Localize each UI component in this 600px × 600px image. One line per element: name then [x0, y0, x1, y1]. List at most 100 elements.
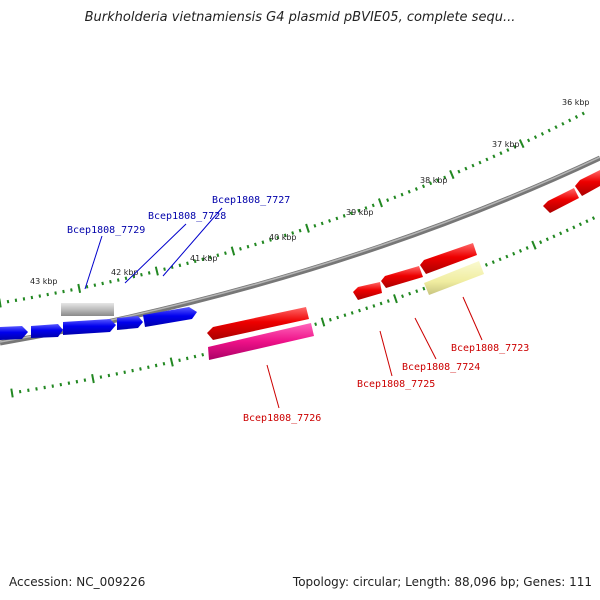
scale-tick	[70, 288, 73, 292]
gene-arrow[interactable]	[143, 307, 197, 327]
scale-tick	[291, 231, 295, 235]
gene-label-bcep1808-7727[interactable]: Bcep1808_7727	[212, 195, 290, 206]
scale-tick	[46, 292, 49, 297]
scale-tick	[147, 365, 150, 370]
scale-tick	[565, 228, 569, 233]
gene-arrow[interactable]	[575, 170, 600, 196]
gene-arrow[interactable]	[207, 307, 309, 340]
scale-tick	[328, 219, 332, 223]
gene-label-bcep1808-7728[interactable]: Bcep1808_7728	[148, 211, 226, 222]
scale-tick	[320, 317, 326, 327]
scale-tick	[386, 198, 390, 202]
scale-tick	[518, 249, 523, 253]
gene-arrow[interactable]	[353, 282, 382, 300]
sequence-summary-text: Topology: circular; Length: 88,096 bp; G…	[292, 575, 592, 589]
scale-tick	[193, 354, 197, 359]
scale-tick	[314, 322, 318, 326]
scale-tick	[185, 356, 189, 361]
scale-label-41kbp: 41 kbp	[190, 254, 218, 263]
scale-tick	[27, 388, 30, 393]
label-leader-lines	[84, 207, 483, 409]
scale-tick	[545, 237, 549, 242]
scale-tick	[216, 253, 220, 258]
scale-tick	[140, 272, 143, 277]
gene-arrow[interactable]	[0, 326, 28, 340]
scale-tick	[591, 216, 596, 221]
gene-label-bcep1808-7723[interactable]: Bcep1808_7723	[451, 343, 529, 354]
gene-arrow[interactable]	[63, 319, 116, 335]
scale-tick	[574, 115, 579, 119]
map-title: Burkholderia vietnamiensis G4 plasmid pB…	[84, 10, 516, 25]
forward-strand-features	[0, 303, 197, 340]
gene-label-bcep1808-7729[interactable]: Bcep1808_7729	[67, 225, 145, 236]
leader-line-7726	[266, 364, 280, 409]
scale-tick	[22, 297, 26, 301]
scale-tick	[224, 251, 227, 255]
scale-tick	[201, 352, 205, 357]
scale-tick	[230, 246, 236, 256]
scale-tick	[83, 378, 87, 382]
scale-tick	[131, 368, 134, 373]
gene-label-bcep1808-7725[interactable]: Bcep1808_7725	[357, 379, 435, 390]
scale-tick	[163, 267, 166, 271]
scale-tick	[449, 170, 455, 180]
scale-tick	[169, 357, 174, 367]
misc-feature-bar[interactable]	[208, 323, 314, 360]
leader-line-7723	[462, 296, 483, 341]
scale-tick	[457, 169, 461, 174]
scale-tick	[429, 181, 433, 186]
scale-tick	[59, 382, 63, 387]
scale-tick	[14, 298, 18, 303]
scale-label-42kbp: 42 kbp	[111, 268, 139, 277]
scale-label-38kbp: 38 kbp	[420, 176, 448, 185]
scale-tick	[101, 281, 104, 286]
gene-label-bcep1808-7726[interactable]: Bcep1808_7726	[243, 413, 321, 424]
scale-tick	[358, 308, 361, 313]
scale-tick	[443, 175, 447, 180]
gene-arrow[interactable]	[543, 188, 579, 213]
scale-tick	[525, 246, 529, 250]
scale-tick	[313, 223, 317, 228]
scale-tick	[533, 135, 538, 140]
scale-tick	[62, 289, 65, 294]
scale-label-39kbp: 39 kbp	[346, 208, 374, 217]
scale-tick	[350, 311, 354, 315]
scale-tick	[178, 263, 182, 268]
scale-tick	[298, 228, 302, 233]
scale-tick	[343, 313, 347, 317]
scale-tick	[18, 389, 22, 394]
scale-tick	[415, 289, 419, 294]
scale-tick	[116, 278, 120, 282]
accession-text: Accession: NC_009226	[9, 575, 146, 589]
scale-tick	[506, 148, 510, 152]
scale-tick	[162, 361, 166, 366]
leader-line-7727	[162, 207, 223, 277]
scale-tick	[10, 388, 14, 398]
scale-label-36kbp: 36 kbp	[562, 98, 590, 107]
gene-arrow[interactable]	[420, 243, 477, 274]
scale-tick	[581, 111, 585, 116]
rna-feature-bar[interactable]	[424, 261, 484, 295]
scale-tick	[99, 375, 103, 379]
gene-label-bcep1808-7724[interactable]: Bcep1808_7724	[402, 362, 480, 373]
scale-tick	[393, 195, 397, 200]
gene-arrow[interactable]	[31, 324, 63, 338]
scale-tick	[371, 203, 375, 208]
pseudogene-feature[interactable]	[61, 303, 114, 316]
scale-tick	[400, 192, 404, 197]
scale-tick	[379, 301, 383, 306]
scale-tick	[276, 235, 280, 240]
scale-tick	[38, 294, 42, 298]
gene-arrow[interactable]	[117, 316, 143, 330]
scale-tick	[527, 138, 531, 143]
scale-tick	[35, 387, 38, 391]
gene-arrow[interactable]	[381, 266, 423, 288]
scale-tick	[484, 263, 488, 267]
scale-tick	[208, 255, 212, 260]
leader-line-7724	[414, 317, 437, 360]
scale-tick	[485, 157, 489, 162]
scale-tick	[377, 198, 383, 208]
outer-scale-ticks	[0, 111, 585, 308]
